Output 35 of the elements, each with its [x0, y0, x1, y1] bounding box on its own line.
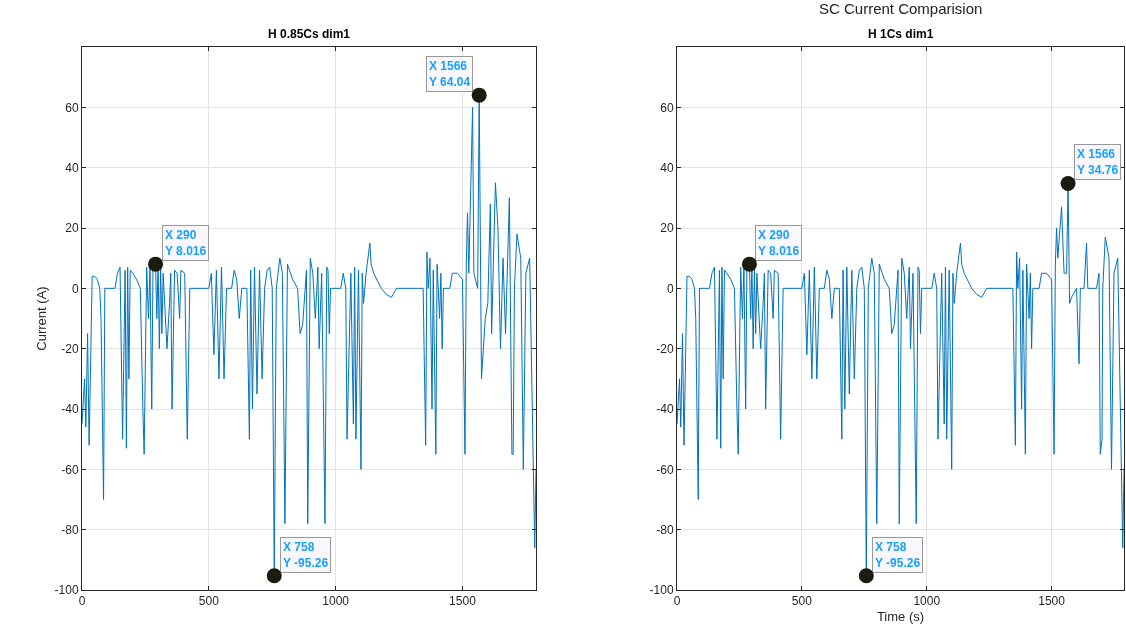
- x-axis-title: Time (s): [876, 609, 925, 624]
- x-tick-label: 1500: [449, 594, 477, 609]
- y-tick-label: -20: [61, 341, 79, 356]
- chart-subtitle: H 1Cs dim1: [868, 27, 934, 41]
- y-axis-title: Current (A): [34, 286, 49, 351]
- y-tick-label: 20: [660, 221, 674, 236]
- y-tick-label: -80: [61, 522, 79, 537]
- annotation: X 758 Y -95.26: [283, 540, 329, 570]
- y-tick-label: -100: [649, 583, 674, 598]
- annotation: X 290 Y 8.016: [758, 228, 800, 258]
- y-tick-label: -40: [656, 402, 674, 417]
- chart-title: H 0.85Cs dim1: [268, 27, 351, 41]
- chart-title: SC Current Comparision: [819, 0, 983, 17]
- y-tick-label: -20: [656, 341, 674, 356]
- x-tick-label: 500: [198, 594, 220, 609]
- y-tick-label: 40: [65, 160, 79, 175]
- y-tick-label: 0: [666, 281, 674, 296]
- annotation: X 1566 Y 64.04: [429, 59, 471, 89]
- x-tick-label: 500: [791, 594, 813, 609]
- annotation: X 1566 Y 34.76: [1077, 147, 1119, 177]
- y-tick-label: -40: [61, 402, 79, 417]
- annotation: X 758 Y -95.26: [875, 540, 921, 570]
- x-tick-label: 1000: [913, 594, 941, 609]
- y-tick-label: 20: [65, 221, 79, 236]
- y-tick-label: 60: [660, 100, 674, 115]
- x-tick-label: 1000: [322, 594, 350, 609]
- annotation: X 290 Y 8.016: [165, 228, 207, 258]
- y-tick-label: -60: [656, 462, 674, 477]
- y-tick-label: -100: [54, 583, 79, 598]
- x-tick-label: 1500: [1038, 594, 1066, 609]
- y-tick-label: -80: [656, 522, 674, 537]
- y-tick-label: -60: [61, 462, 79, 477]
- y-tick-label: 60: [65, 100, 79, 115]
- y-tick-label: 0: [71, 281, 79, 296]
- y-tick-label: 40: [660, 160, 674, 175]
